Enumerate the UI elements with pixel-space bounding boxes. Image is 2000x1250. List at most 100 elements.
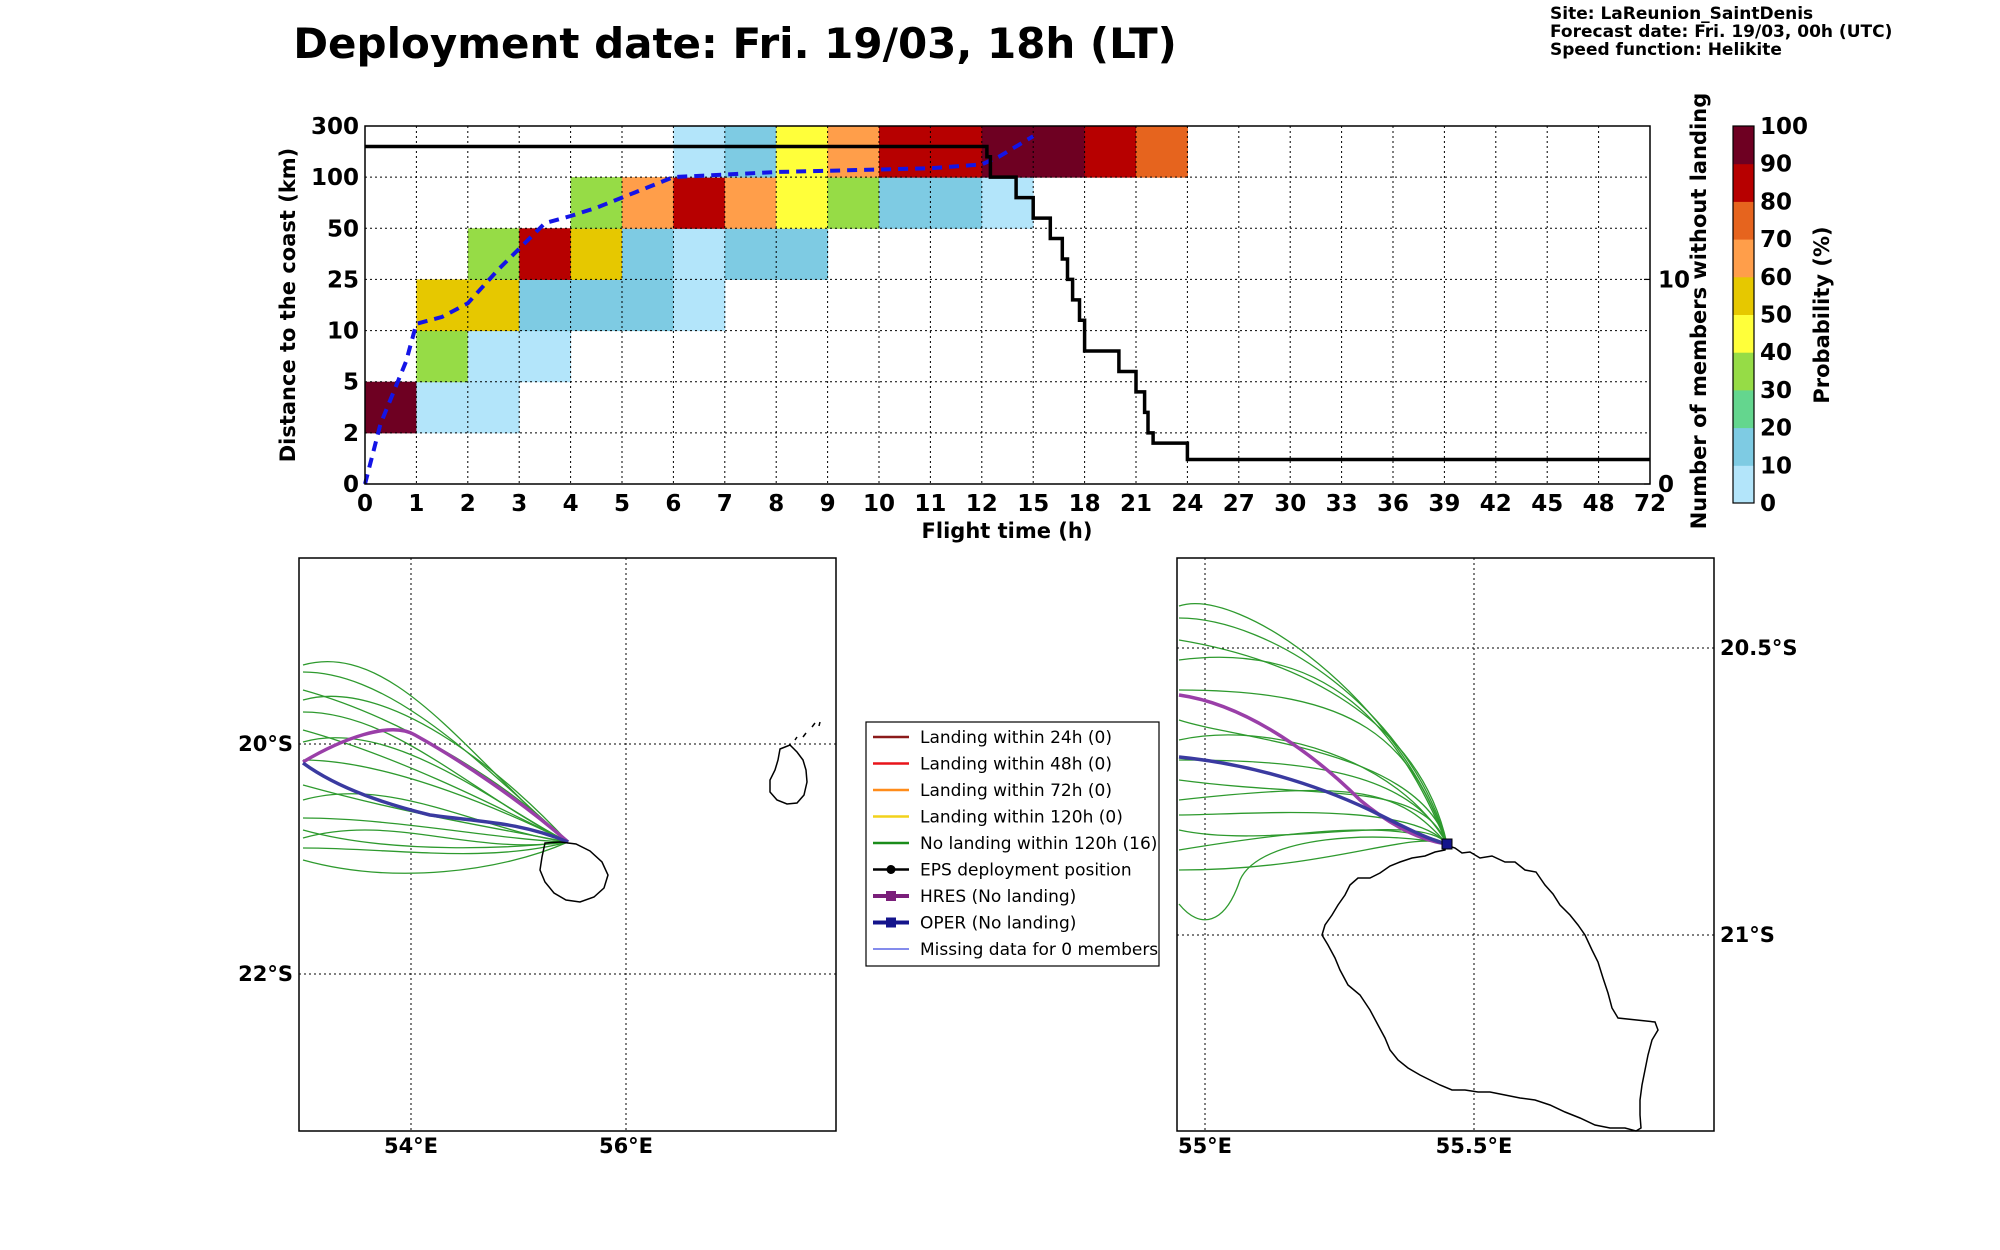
legend-label: EPS deployment position [920,861,1132,881]
x-tick-label: 27 [1223,491,1255,517]
heatmap-cell [1084,126,1137,178]
mauritius-island-outline [769,744,808,805]
heatmap-cell [673,177,726,229]
colorbar-tick-label: 20 [1760,416,1792,442]
probability-colorbar: 0 10 20 30 40 50 60 70 80 90 100 Probability (%) [1732,114,1834,517]
map-left-lat-tick: 20°S [238,732,293,756]
x-axis-label: Flight time (h) [922,519,1093,543]
x-tick-label: 72 [1634,491,1666,517]
x-tick-label: 45 [1531,491,1563,517]
heatmap-cell [622,177,674,229]
member-track [1178,836,1448,921]
colorbar-tick-label: 40 [1760,340,1792,366]
heatmap-cell [724,177,777,229]
x-tick-label: 3 [511,491,527,517]
colorbar-frame [1732,125,1755,504]
colorbar-tick-label: 30 [1760,378,1792,404]
heatmap-cell [519,228,572,280]
heatmap-panel: 0 1 2 3 4 5 6 7 8 9 10 11 12 15 18 21 24 27 30 33 36 39 42 45 48… [276,93,1711,543]
heatmap-cell [930,126,983,178]
map-left-member-tracks [301,661,570,874]
map-right-lon-tick: 55°E [1178,1134,1232,1158]
heatmap-cell [776,177,829,229]
deployment-site-marker [1441,838,1453,850]
member-track [302,695,569,843]
colorbar-tick-label: 90 [1760,152,1792,178]
mauritius-islets [794,721,821,741]
x-tick-label: 0 [357,491,373,517]
legend-marker [886,865,896,874]
x-tick-label: 36 [1377,491,1409,517]
y-tick-label: 300 [311,114,359,140]
heatmap-cell [1033,126,1086,178]
legend-label: Landing within 72h (0) [920,781,1112,801]
heatmap-cell [365,381,417,434]
heatmap-cell [930,177,983,229]
colorbar-tick-label: 0 [1760,491,1776,517]
x-tick-label: 30 [1274,491,1306,517]
legend-label: Missing data for 0 members [920,940,1158,960]
heatmap-cell [827,177,880,229]
reunion-island-outline [539,841,609,903]
heatmap-cell [673,126,726,178]
y-tick-label: 50 [327,216,359,242]
map-left-frame [298,557,837,1132]
x-tick-label: 39 [1428,491,1460,517]
legend-label: Landing within 48h (0) [920,755,1112,775]
x-tick-label: 18 [1069,491,1101,517]
heatmap-cell [416,330,469,383]
y-axis-label: Distance to the coast (km) [276,148,300,463]
legend-label: OPER (No landing) [920,914,1076,934]
x-tick-label: 33 [1326,491,1358,517]
y-tick-label: 5 [343,370,359,396]
heatmap-cell [981,177,1034,229]
colorbar-tick-labels: 0 10 20 30 40 50 60 70 80 90 100 [1760,114,1808,517]
heatmap-cell [467,330,520,383]
member-track [1178,829,1448,845]
member-track [302,829,569,846]
y2-tick-label: 10 [1658,267,1690,293]
colorbar-tick-label: 50 [1760,303,1792,329]
map-left-lat-tick: 22°S [238,962,293,986]
heatmap-cell [519,279,572,332]
oper-track [301,761,569,844]
x-tick-label: 1 [408,491,424,517]
heatmap-cell [570,177,623,229]
legend-items: Landing within 24h (0) Landing within 48h… [873,728,1158,960]
heatmap-cell [416,381,469,434]
x-tick-label: 11 [914,491,946,517]
x-tick-label: 42 [1480,491,1512,517]
colorbar-tick-label: 80 [1760,189,1792,215]
member-track [302,817,569,843]
forecast-date-info: Forecast date: Fri. 19/03, 00h (UTC) [1550,22,1892,42]
map-right-frame [1176,557,1715,1132]
members-without-landing-line [365,144,1650,462]
legend-label: HRES (No landing) [920,887,1076,907]
legend-label: Landing within 120h (0) [920,808,1123,828]
map-left-panel: 54°E 56°E 20°S 22°S [238,557,837,1158]
colorbar-swatch [1733,352,1754,391]
legend: Landing within 24h (0) Landing within 48h… [865,721,1160,967]
y-tick-label: 2 [343,421,359,447]
site-info: Site: LaReunion_SaintDenis [1550,4,1813,24]
median-distance-line [363,134,1035,485]
colorbar-swatch [1733,126,1754,165]
member-track [1178,811,1448,845]
x-tick-label: 48 [1583,491,1615,517]
y-tick-label: 25 [327,267,359,293]
member-track [1178,617,1448,845]
colorbar-label: Probability (%) [1810,226,1834,403]
colorbar-swatch [1733,314,1754,353]
x-tick-label: 7 [717,491,733,517]
heatmap-cells [365,126,1188,434]
member-track [1178,719,1448,845]
colorbar-tick-label: 60 [1760,265,1792,291]
heatmap-cell [724,228,777,280]
member-track [302,793,569,843]
member-track [302,729,569,843]
chart-title: Deployment date: Fri. 19/03, 18h (LT) [293,19,1177,68]
x-tick-label: 10 [863,491,895,517]
member-track [302,759,569,843]
